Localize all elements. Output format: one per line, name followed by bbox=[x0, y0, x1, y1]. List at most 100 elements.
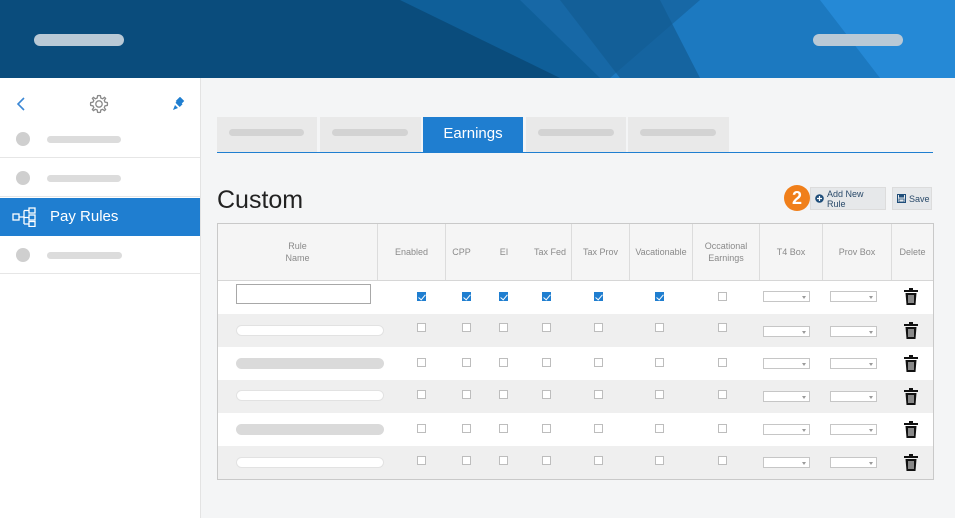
col-tax-prov: Tax Prov bbox=[571, 224, 629, 280]
cpp-checkbox[interactable] bbox=[462, 424, 471, 433]
rule-name-placeholder bbox=[236, 424, 384, 435]
prov-box-select[interactable] bbox=[830, 291, 877, 302]
tab-earnings[interactable]: Earnings bbox=[423, 117, 523, 152]
tab-label-placeholder bbox=[538, 129, 614, 136]
trash-icon[interactable] bbox=[904, 322, 918, 339]
enabled-checkbox[interactable] bbox=[417, 424, 426, 433]
tab[interactable] bbox=[628, 117, 729, 152]
vacationable-checkbox[interactable] bbox=[655, 390, 664, 399]
sidebar-item[interactable] bbox=[0, 159, 200, 197]
prov-box-select[interactable] bbox=[830, 358, 877, 369]
main-content: Earnings Custom 2 Add New Rule Save Rule… bbox=[201, 78, 955, 518]
cpp-checkbox[interactable] bbox=[462, 456, 471, 465]
col-delete: Delete bbox=[891, 224, 933, 280]
ei-checkbox[interactable] bbox=[499, 456, 508, 465]
occasional-checkbox[interactable] bbox=[718, 424, 727, 433]
ei-checkbox[interactable] bbox=[499, 390, 508, 399]
cpp-checkbox[interactable] bbox=[462, 323, 471, 332]
prov-box-select[interactable] bbox=[830, 424, 877, 435]
ei-checkbox[interactable] bbox=[499, 292, 508, 301]
item-label-placeholder bbox=[47, 175, 121, 182]
sidebar-item-label: Pay Rules bbox=[50, 208, 119, 225]
tab-label-placeholder bbox=[640, 129, 716, 136]
trash-icon[interactable] bbox=[904, 421, 918, 438]
occasional-checkbox[interactable] bbox=[718, 323, 727, 332]
prov-box-select[interactable] bbox=[830, 391, 877, 402]
table-row bbox=[218, 446, 933, 479]
prov-box-select[interactable] bbox=[830, 457, 877, 468]
vacationable-checkbox[interactable] bbox=[655, 292, 664, 301]
t4-box-select[interactable] bbox=[763, 358, 810, 369]
trash-icon[interactable] bbox=[904, 388, 918, 405]
tax-fed-checkbox[interactable] bbox=[542, 323, 551, 332]
tab[interactable] bbox=[217, 117, 317, 152]
t4-box-select[interactable] bbox=[763, 326, 810, 337]
tax-fed-checkbox[interactable] bbox=[542, 390, 551, 399]
cpp-checkbox[interactable] bbox=[462, 292, 471, 301]
save-button[interactable]: Save bbox=[892, 187, 932, 210]
save-disk-icon bbox=[897, 194, 906, 203]
enabled-checkbox[interactable] bbox=[417, 358, 426, 367]
tax-prov-checkbox[interactable] bbox=[594, 424, 603, 433]
t4-box-select[interactable] bbox=[763, 391, 810, 402]
tax-fed-checkbox[interactable] bbox=[542, 358, 551, 367]
col-vacationable: Vacationable bbox=[629, 224, 692, 280]
tax-fed-checkbox[interactable] bbox=[542, 424, 551, 433]
enabled-checkbox[interactable] bbox=[417, 456, 426, 465]
pin-button[interactable] bbox=[167, 92, 191, 116]
tab[interactable] bbox=[320, 117, 421, 152]
add-new-rule-button[interactable]: Add New Rule bbox=[810, 187, 886, 210]
tax-fed-checkbox[interactable] bbox=[542, 456, 551, 465]
sidebar-toolbar bbox=[0, 78, 200, 130]
vacationable-checkbox[interactable] bbox=[655, 323, 664, 332]
cpp-checkbox[interactable] bbox=[462, 390, 471, 399]
tab-label-placeholder bbox=[332, 129, 408, 136]
back-button[interactable] bbox=[9, 92, 33, 116]
save-label: Save bbox=[909, 193, 930, 204]
t4-box-select[interactable] bbox=[763, 424, 810, 435]
tax-prov-checkbox[interactable] bbox=[594, 292, 603, 301]
vacationable-checkbox[interactable] bbox=[655, 456, 664, 465]
tax-prov-checkbox[interactable] bbox=[594, 358, 603, 367]
item-label-placeholder bbox=[47, 252, 122, 259]
tax-fed-checkbox[interactable] bbox=[542, 292, 551, 301]
ei-checkbox[interactable] bbox=[499, 323, 508, 332]
ei-checkbox[interactable] bbox=[499, 358, 508, 367]
sidebar-item[interactable] bbox=[0, 120, 200, 158]
settings-button[interactable] bbox=[87, 92, 111, 116]
table-row bbox=[218, 314, 933, 347]
tax-prov-checkbox[interactable] bbox=[594, 390, 603, 399]
table-header: Rule Name Enabled CPP EI Tax Fed Tax Prov… bbox=[218, 224, 933, 281]
prov-box-select[interactable] bbox=[830, 326, 877, 337]
ei-checkbox[interactable] bbox=[499, 424, 508, 433]
occasional-checkbox[interactable] bbox=[718, 390, 727, 399]
enabled-checkbox[interactable] bbox=[417, 292, 426, 301]
cpp-checkbox[interactable] bbox=[462, 358, 471, 367]
sidebar-item-pay-rules[interactable]: Pay Rules bbox=[0, 198, 200, 236]
tab-label: Earnings bbox=[443, 125, 503, 142]
vacationable-checkbox[interactable] bbox=[655, 358, 664, 367]
sidebar-item[interactable] bbox=[0, 236, 200, 274]
col-prov-box: Prov Box bbox=[822, 224, 891, 280]
rule-name-placeholder bbox=[236, 390, 384, 401]
vacationable-checkbox[interactable] bbox=[655, 424, 664, 433]
app-header bbox=[0, 0, 955, 78]
tax-prov-checkbox[interactable] bbox=[594, 323, 603, 332]
pin-icon bbox=[173, 97, 185, 110]
trash-icon[interactable] bbox=[904, 454, 918, 471]
occasional-checkbox[interactable] bbox=[718, 358, 727, 367]
t4-box-select[interactable] bbox=[763, 291, 810, 302]
occasional-checkbox[interactable] bbox=[718, 292, 727, 301]
rule-name-input[interactable] bbox=[236, 284, 371, 304]
trash-icon[interactable] bbox=[904, 355, 918, 372]
tab[interactable] bbox=[526, 117, 626, 152]
tax-prov-checkbox[interactable] bbox=[594, 456, 603, 465]
trash-icon[interactable] bbox=[904, 288, 918, 305]
enabled-checkbox[interactable] bbox=[417, 390, 426, 399]
tab-label-placeholder bbox=[229, 129, 304, 136]
enabled-checkbox[interactable] bbox=[417, 323, 426, 332]
occasional-checkbox[interactable] bbox=[718, 456, 727, 465]
t4-box-select[interactable] bbox=[763, 457, 810, 468]
item-icon-placeholder bbox=[16, 171, 30, 185]
col-occasional-earnings: Occational Earnings bbox=[692, 224, 759, 280]
